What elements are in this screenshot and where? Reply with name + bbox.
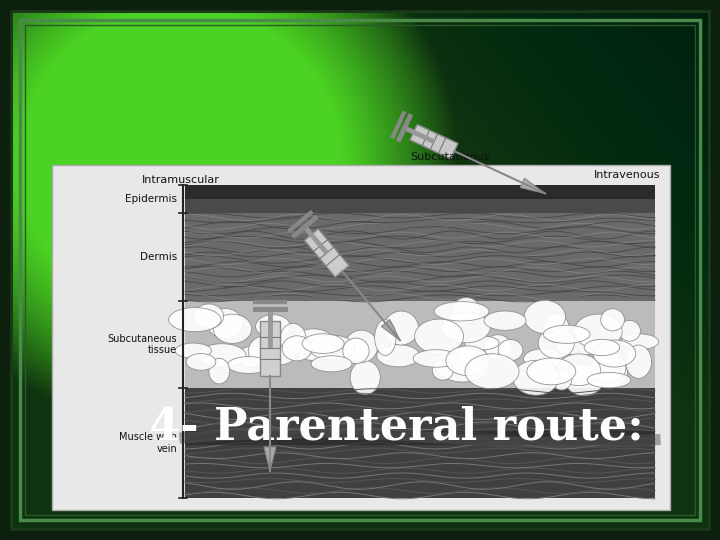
Bar <box>185 199 655 213</box>
Ellipse shape <box>446 346 490 375</box>
Ellipse shape <box>544 314 569 342</box>
Ellipse shape <box>524 300 565 334</box>
Ellipse shape <box>513 360 559 395</box>
Bar <box>185 388 655 498</box>
Ellipse shape <box>556 338 605 355</box>
Polygon shape <box>410 124 458 159</box>
Ellipse shape <box>194 304 223 328</box>
Ellipse shape <box>213 314 251 343</box>
Ellipse shape <box>621 334 659 349</box>
Ellipse shape <box>384 311 418 345</box>
Ellipse shape <box>175 343 212 358</box>
Ellipse shape <box>574 314 622 349</box>
Ellipse shape <box>464 336 499 350</box>
Ellipse shape <box>207 308 243 339</box>
Bar <box>185 431 655 445</box>
Ellipse shape <box>587 373 631 388</box>
Ellipse shape <box>465 354 519 389</box>
Ellipse shape <box>350 361 380 394</box>
Ellipse shape <box>590 353 626 382</box>
Ellipse shape <box>262 346 295 365</box>
Ellipse shape <box>544 325 590 343</box>
Polygon shape <box>260 321 280 376</box>
Ellipse shape <box>552 368 572 390</box>
Ellipse shape <box>197 344 246 367</box>
Text: Dermis: Dermis <box>140 252 177 262</box>
Ellipse shape <box>527 358 576 385</box>
Ellipse shape <box>209 359 230 384</box>
Ellipse shape <box>498 340 523 361</box>
Ellipse shape <box>345 330 378 362</box>
Ellipse shape <box>280 323 306 355</box>
Ellipse shape <box>415 319 464 354</box>
Ellipse shape <box>432 360 454 380</box>
Ellipse shape <box>484 311 526 330</box>
Ellipse shape <box>584 339 620 356</box>
Ellipse shape <box>262 341 315 355</box>
Ellipse shape <box>302 334 344 354</box>
Ellipse shape <box>436 347 490 382</box>
Polygon shape <box>382 320 400 340</box>
Ellipse shape <box>452 298 480 323</box>
Bar <box>52 165 670 510</box>
Ellipse shape <box>593 340 636 367</box>
Ellipse shape <box>413 350 459 367</box>
Ellipse shape <box>248 335 284 367</box>
Ellipse shape <box>311 356 352 372</box>
Ellipse shape <box>186 354 216 370</box>
Polygon shape <box>520 178 545 193</box>
Polygon shape <box>264 447 276 471</box>
Ellipse shape <box>557 354 600 386</box>
Text: Subcutaneous: Subcutaneous <box>410 152 490 162</box>
Ellipse shape <box>292 329 336 361</box>
Ellipse shape <box>618 320 641 341</box>
Bar <box>185 301 655 388</box>
Ellipse shape <box>441 312 490 343</box>
Ellipse shape <box>539 327 575 359</box>
Ellipse shape <box>309 335 355 360</box>
Ellipse shape <box>565 364 603 396</box>
Ellipse shape <box>238 346 269 367</box>
Text: Subcutaneous
tissue: Subcutaneous tissue <box>107 334 177 355</box>
Ellipse shape <box>282 336 312 361</box>
Ellipse shape <box>377 345 420 367</box>
Bar <box>185 213 655 301</box>
Ellipse shape <box>434 302 489 321</box>
Text: Intravenous: Intravenous <box>593 170 660 180</box>
Ellipse shape <box>343 338 369 363</box>
Text: Epidermis: Epidermis <box>125 194 177 204</box>
Polygon shape <box>305 229 349 277</box>
Text: Muscle with
vein: Muscle with vein <box>119 433 177 454</box>
Ellipse shape <box>523 349 564 369</box>
Ellipse shape <box>589 357 627 388</box>
Text: Intramuscular: Intramuscular <box>142 175 220 185</box>
Ellipse shape <box>484 335 511 360</box>
Ellipse shape <box>600 309 624 331</box>
Ellipse shape <box>256 315 290 338</box>
Ellipse shape <box>168 308 221 332</box>
Bar <box>185 185 655 213</box>
Ellipse shape <box>228 356 271 374</box>
Ellipse shape <box>626 345 652 379</box>
Ellipse shape <box>374 320 396 355</box>
Text: 4- Parenteral route:: 4- Parenteral route: <box>148 406 644 449</box>
